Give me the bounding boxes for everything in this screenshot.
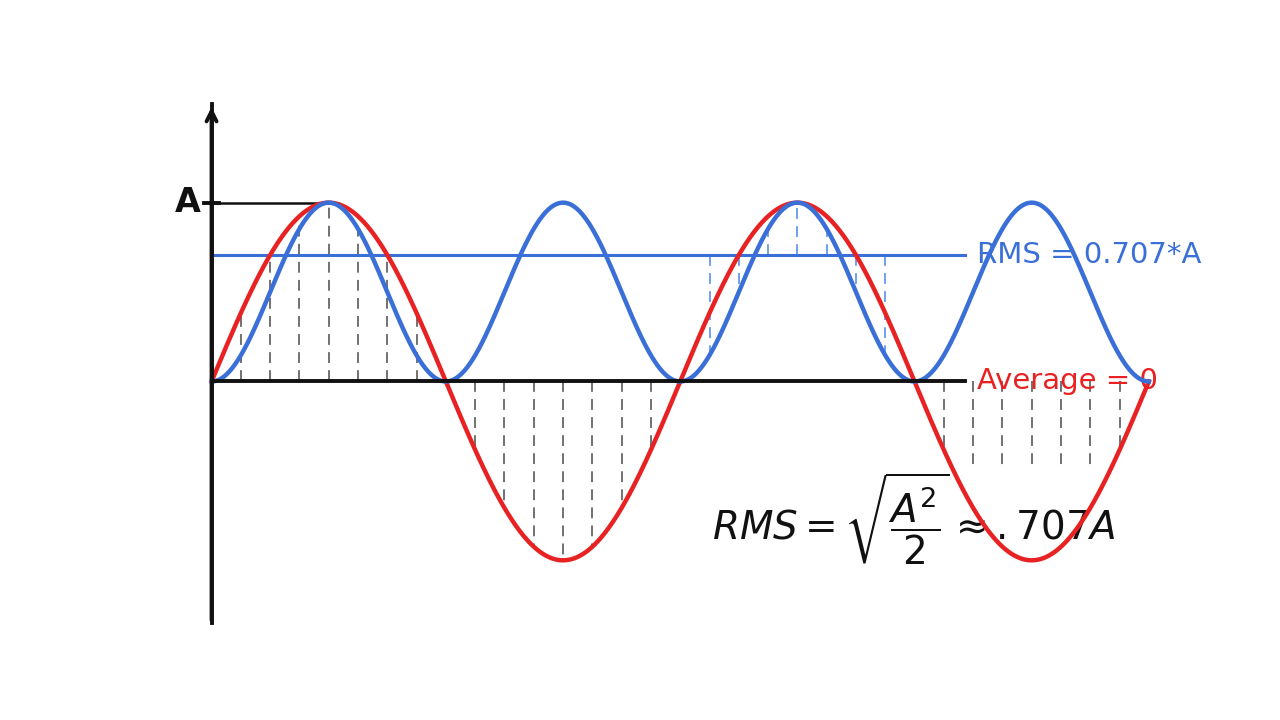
Text: $\mathit{RMS} = \sqrt{\dfrac{A^2}{2}} \approx .707A$: $\mathit{RMS} = \sqrt{\dfrac{A^2}{2}} \a… xyxy=(712,471,1116,567)
Text: A: A xyxy=(175,186,201,219)
Text: RMS = 0.707*A: RMS = 0.707*A xyxy=(977,241,1202,269)
Text: Average = 0: Average = 0 xyxy=(977,367,1158,395)
